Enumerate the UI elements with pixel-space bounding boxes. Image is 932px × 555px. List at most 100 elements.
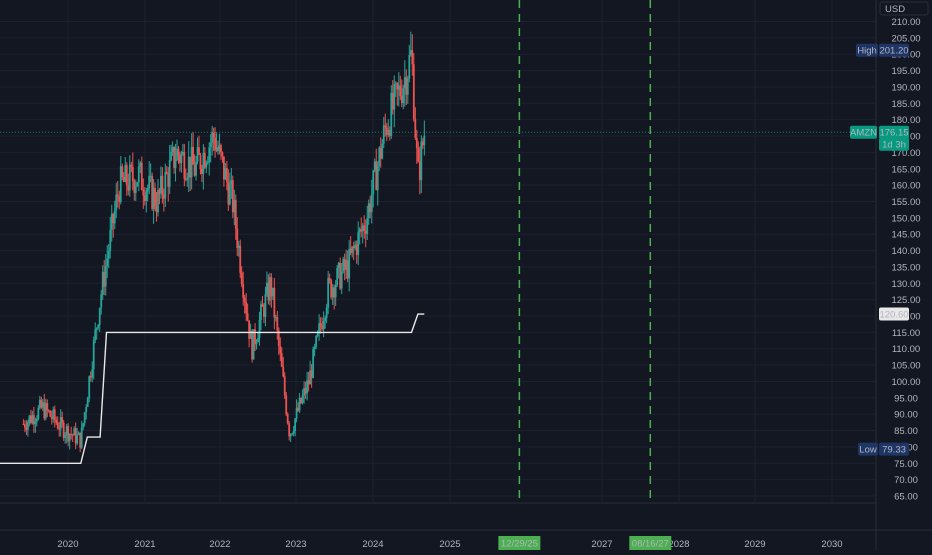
candle-body [162, 194, 165, 199]
candle-body [286, 413, 289, 424]
candle-body [145, 191, 148, 202]
candle-body [423, 135, 426, 146]
candle-body [294, 418, 297, 432]
candle-body [396, 83, 399, 90]
candle-body [148, 175, 151, 189]
candle-body [343, 259, 346, 270]
candle-body [79, 432, 82, 448]
y-tick-label: 185.00 [891, 99, 920, 110]
candle-body [352, 246, 355, 249]
candle-body [71, 434, 74, 436]
candle-body [252, 329, 255, 360]
candle-body [258, 320, 261, 338]
candle-body [225, 168, 228, 182]
candle-body [62, 422, 65, 439]
candle-body [306, 380, 309, 394]
candle-body [358, 229, 361, 233]
candle-body [47, 410, 50, 412]
candle-body [193, 164, 196, 176]
last-price-label: 176.15 [879, 127, 908, 138]
candle-body [59, 417, 62, 430]
candle-body [399, 85, 402, 96]
candle-body [417, 148, 420, 162]
candle-body [313, 346, 316, 350]
candle-body [285, 395, 288, 414]
candle-body [86, 398, 89, 407]
candle-body [125, 165, 128, 186]
candle-body [186, 177, 189, 180]
candle-body [321, 326, 324, 330]
candle-body [198, 147, 200, 155]
candle-body [104, 266, 107, 287]
candle-body [136, 182, 139, 187]
candle-body [52, 409, 55, 419]
candle-body [38, 399, 41, 408]
candle-body [283, 376, 286, 396]
candle-body [74, 428, 77, 444]
y-tick-label: 95.00 [894, 393, 918, 404]
last-price-label-box [879, 125, 909, 139]
candle-body [85, 406, 88, 413]
candle-body [206, 161, 209, 164]
y-tick-label: 155.00 [891, 197, 920, 208]
candle-body [261, 304, 264, 307]
candle-body [119, 166, 122, 202]
candle-body [27, 421, 29, 430]
candle-body [279, 346, 282, 354]
candle-body [46, 402, 49, 411]
candle-body [89, 376, 92, 378]
candle-body [29, 415, 32, 424]
candle-body [307, 380, 310, 385]
candle-body [260, 304, 262, 321]
y-tick-label: 160.00 [891, 181, 920, 192]
y-tick-label: 135.00 [891, 262, 920, 273]
candle-body [227, 181, 230, 205]
candle-body [199, 154, 202, 170]
candle-body [91, 369, 94, 378]
candle-body [152, 187, 155, 209]
candle-body [208, 147, 211, 162]
candle-body [236, 228, 239, 248]
candle-body [354, 244, 357, 249]
candle-body [273, 287, 276, 318]
candle-body [348, 248, 351, 279]
candle-body [92, 340, 95, 370]
candle-body [415, 138, 418, 149]
candles [22, 31, 426, 453]
x-tick-label: 2028 [668, 539, 689, 550]
candle-body [41, 402, 44, 408]
candle-body [142, 189, 145, 196]
candle-body [301, 395, 304, 403]
candle-body [37, 407, 40, 419]
candle-body [240, 272, 243, 285]
candle-body [121, 166, 124, 178]
candle-body [40, 399, 43, 408]
candle-body [143, 195, 146, 202]
candle-body [95, 328, 98, 330]
time-axis[interactable]: 2020 2021 2022 2023 2024 2025 2027 2028 2029 2030… [57, 536, 843, 550]
candle-body [318, 323, 321, 332]
price-axis[interactable]: 65.0070.0075.0080.0085.0090.0095.00100.0… [879, 1, 929, 503]
x-tick-label: 2024 [362, 539, 383, 550]
candle-body [61, 417, 64, 423]
y-tick-label: 105.00 [891, 361, 920, 372]
candle-body [403, 77, 406, 89]
candle-body [22, 424, 25, 426]
candle-body [49, 410, 52, 417]
candle-body [34, 421, 37, 425]
candle-body [331, 287, 334, 298]
candle-body [173, 147, 175, 168]
candle-body [245, 301, 248, 314]
candle-body [394, 83, 397, 85]
candle-body [297, 407, 299, 411]
candle-body [379, 147, 382, 159]
candle-body [157, 189, 159, 213]
indicator-value-label: 120.60 [879, 309, 908, 320]
candle-body [390, 93, 393, 136]
candle-body [134, 186, 137, 193]
high-value-label-box [879, 43, 909, 57]
candle-body [180, 154, 183, 164]
x-tick-label: 2030 [821, 539, 842, 550]
